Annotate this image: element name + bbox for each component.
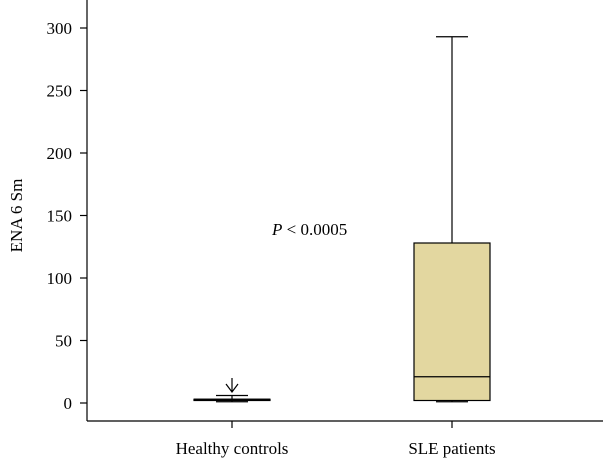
y-tick-label-250: 250 xyxy=(47,82,73,101)
x-tick-label-1: SLE patients xyxy=(408,439,495,458)
y-tick-label-50: 50 xyxy=(55,332,72,351)
y-tick-label-0: 0 xyxy=(64,394,73,413)
outlier-marker-0-0 xyxy=(225,378,239,393)
y-tick-label-150: 150 xyxy=(47,207,73,226)
y-tick-label-300: 300 xyxy=(47,19,73,38)
box-1 xyxy=(413,242,491,402)
p-value-annotation: P < 0.0005 xyxy=(271,220,347,239)
y-axis-label: ENA 6 Sm xyxy=(7,179,26,253)
y-tick-label-100: 100 xyxy=(47,269,73,288)
y-tick-label-200: 200 xyxy=(47,144,73,163)
x-tick-label-0: Healthy controls xyxy=(176,439,289,458)
